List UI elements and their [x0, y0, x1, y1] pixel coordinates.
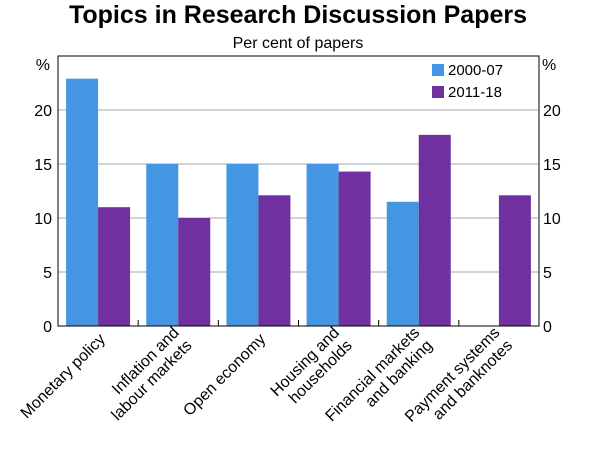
- category-labels: Monetary policy Inflation andlabour marke…: [18, 324, 516, 425]
- y-tick-label-left: 10: [34, 211, 52, 228]
- category-label: Inflation andlabour markets: [96, 324, 196, 424]
- y-unit-right: %: [542, 57, 556, 74]
- chart-title: Topics in Research Discussion Papers: [69, 1, 527, 29]
- bar-2011-18: [498, 195, 531, 326]
- category-label: Monetary policy: [18, 331, 109, 422]
- category-label-line: Open economy: [180, 331, 269, 420]
- bar-2011-18: [258, 195, 291, 326]
- legend-label: 2011-18: [448, 84, 502, 101]
- legend-swatch: [432, 64, 444, 76]
- bar-2011-18: [418, 134, 451, 326]
- y-tick-label-left: 5: [43, 265, 52, 282]
- y-tick-label-right: 20: [543, 103, 561, 120]
- x-ticks: [137, 320, 460, 326]
- gridlines: [58, 109, 539, 273]
- chart-subtitle: Per cent of papers: [233, 35, 364, 52]
- y-axis-left: 0 5 10 15 20: [34, 103, 52, 336]
- bar-2000-07: [66, 78, 99, 327]
- y-axis-right: 0 5 10 15 20: [543, 103, 561, 336]
- y-tick-label-left: 0: [43, 319, 52, 336]
- bar-2011-18: [178, 218, 211, 326]
- y-tick-label-right: 15: [543, 157, 561, 174]
- legend-swatch: [432, 86, 444, 98]
- y-tick-label-right: 5: [543, 265, 552, 282]
- legend: 2000-07 2011-18: [432, 62, 503, 101]
- y-unit-left: %: [36, 57, 50, 74]
- bar-2011-18: [98, 207, 131, 326]
- y-tick-label-right: 0: [543, 319, 552, 336]
- category-label: Open economy: [180, 331, 269, 420]
- bar-2000-07: [386, 201, 419, 326]
- bar-2011-18: [338, 171, 371, 326]
- bar-2000-07: [306, 164, 339, 326]
- bars: [66, 78, 531, 327]
- category-label-line: Monetary policy: [18, 331, 109, 422]
- y-tick-label-right: 10: [543, 211, 561, 228]
- y-tick-label-left: 15: [34, 157, 52, 174]
- y-tick-label-left: 20: [34, 103, 52, 120]
- legend-label: 2000-07: [448, 62, 503, 79]
- bar-2000-07: [146, 164, 179, 326]
- bar-2000-07: [226, 164, 259, 326]
